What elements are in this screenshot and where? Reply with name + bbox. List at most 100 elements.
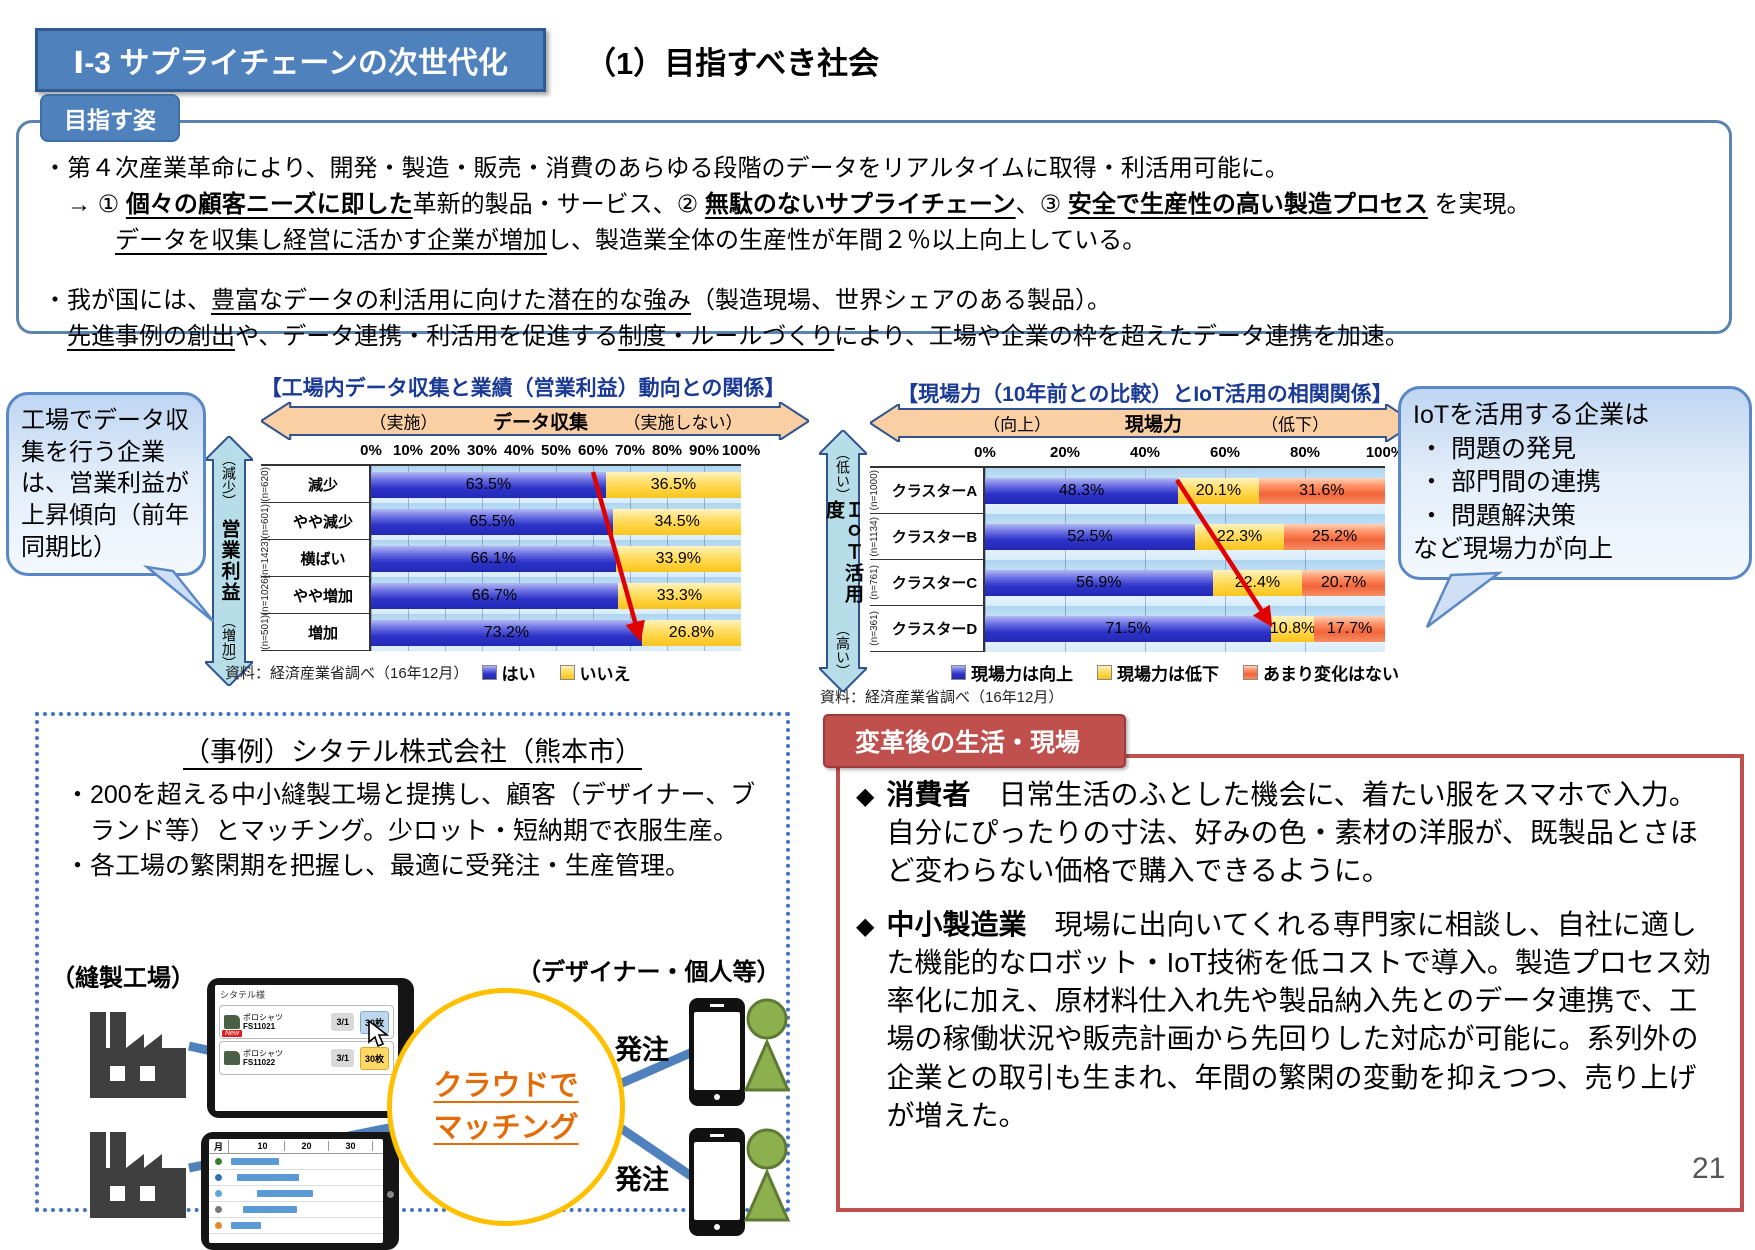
bar-track: 65.5% 34.5% — [371, 503, 741, 540]
legend-swatch — [951, 665, 966, 680]
row-label: (n=1423) 横ばい — [260, 538, 371, 578]
goal-tag: 目指す姿 — [40, 94, 180, 142]
goal-line: 先進事例の創出や、データ連携・利活用を促進する制度・ルールづくりにより、工場や企… — [43, 319, 1705, 355]
bar-segment: 33.9% — [615, 545, 741, 572]
after-item-body: 現場に出向いてくれる専門家に相談し、自社に適した機能的なロボット・IoT技術を低… — [886, 909, 1711, 1131]
chart-row: (n=620) 減少 63.5% 36.5% — [260, 466, 741, 503]
smartphone-icon — [689, 998, 745, 1106]
bar-value-label: 31.6% — [1299, 482, 1345, 499]
goal-text-segment: データを収集し経営に活かす企業が増加 — [115, 227, 547, 254]
axis-tick-label: 100% — [721, 442, 761, 459]
product-name: ポロシャツ — [243, 1048, 283, 1058]
axis-tick-label: 40% — [503, 442, 535, 459]
category-label: やや増加 — [292, 587, 353, 605]
row-label: (n=501) 増加 — [260, 614, 371, 651]
sample-size-label: (n=361) — [869, 611, 880, 646]
gantt-row — [209, 1202, 383, 1218]
row-label: (n=601) やや減少 — [260, 503, 371, 540]
case-bullet: ・各工場の繁閑期を把握し、最適に受発注・生産管理。 — [65, 852, 691, 880]
sample-size-label: (n=761) — [869, 565, 880, 600]
bar-segment: 66.7% — [371, 582, 618, 609]
gantt-rows — [209, 1154, 383, 1234]
gantt-bar — [231, 1158, 279, 1165]
bar-segment: 33.3% — [617, 582, 741, 609]
goal-text-segment: や、データ連携・利活用を促進する — [235, 323, 619, 350]
cloud-text-line1: クラウドで — [433, 1069, 579, 1102]
category-label: クラスターC — [891, 575, 978, 592]
after-item: ◆ 消費者 日常生活のふとした機会に、着たい服をスマホで入力。自分にぴったりの寸法… — [856, 776, 1722, 890]
bar-segment: 52.5% — [985, 524, 1195, 550]
bar-value-label: 22.3% — [1216, 528, 1263, 545]
row-label: (n=361) クラスターD — [869, 606, 985, 652]
chart-row: (n=501) 増加 73.2% 26.8% — [260, 614, 741, 651]
date-button: 3/1 — [331, 1049, 354, 1067]
goal-text-segment — [43, 227, 115, 254]
bar-segment: 65.5% — [371, 508, 614, 535]
gantt-row — [209, 1186, 383, 1202]
callout-tail — [142, 565, 214, 623]
bar-segment: 63.5% — [371, 471, 606, 498]
new-badge: New — [222, 1030, 243, 1037]
after-item-body: 日常生活のふとした機会に、着たい服をスマホで入力。自分にぴったりの寸法、好みの色… — [886, 779, 1698, 887]
bar-track: 66.7% 33.3% — [371, 577, 741, 614]
order-label: 発注 — [615, 1035, 669, 1065]
chart-legend: はい いいえ — [371, 660, 741, 685]
vertical-axis-arrow-iot-usage: （低い） ＩｏＴ活用度 （高い） — [819, 430, 867, 692]
axis-tick-label: 70% — [614, 442, 646, 459]
after-transformation-header: 変革後の生活・現場 — [823, 714, 1127, 768]
axis-tick-label: 80% — [1289, 444, 1321, 461]
goal-line: ・第４次産業革命により、開発・製造・販売・消費のあらゆる段階のデータをリアルタイ… — [43, 151, 1705, 187]
x-axis-ticks: 0% 20% 40% 60% 80% 100% — [974, 444, 1404, 464]
tablet-camera-dot — [387, 1191, 394, 1198]
gantt-person-dot — [215, 1174, 222, 1181]
legend-swatch — [1243, 665, 1258, 680]
callout-tail — [1425, 571, 1503, 628]
tablet-schedule-gantt: 月 10 20 30 — [201, 1132, 399, 1250]
gantt-person-dot — [215, 1190, 222, 1197]
bar-value-label: 56.9% — [1076, 574, 1122, 591]
date-button: 3/1 — [331, 1013, 354, 1031]
bar-track: 71.5% 10.8% 17.7% — [985, 606, 1385, 652]
category-label: やや減少 — [292, 513, 353, 531]
bar-segment: 26.8% — [641, 619, 741, 646]
legend-item: あまり変化はない — [1243, 660, 1399, 685]
order-item-text: ポロシャツ FS11022 — [243, 1049, 283, 1067]
bar-plot-area: (n=620) 減少 63.5% 36.5% (n=601) やや減少 65.5% 34.5%… — [260, 464, 741, 651]
legend-swatch — [559, 665, 575, 680]
sample-size-label: (n=601) — [260, 503, 271, 539]
chart-genbaryoku-vs-iot: 【現場力（10年前との比較）とIoT活用の相関関係】 （向上） 現場力 （低下）… — [815, 378, 1450, 713]
after-item-title: 消費者 — [886, 779, 971, 810]
chart-data-collection-vs-profit: 【工場内データ収集と業績（営業利益）動向との関係】 （実施） データ収集 （実施… — [203, 372, 818, 707]
factory-icon — [90, 1012, 186, 1098]
banner-arrow-data-collection: （実施） データ収集 （実施しない） — [261, 402, 809, 440]
row-label: (n=1026) やや増加 — [260, 575, 371, 615]
gantt-header-cell: 20 — [285, 1141, 329, 1151]
vertical-axis-arrow-operating-profit: （減少） 営業利益 （増加） — [205, 436, 253, 686]
chart-title: 【現場力（10年前との比較）とIoT活用の相関関係】 — [897, 383, 1393, 406]
bar-segment: 20.7% — [1302, 570, 1385, 596]
smartphone-icon — [689, 1128, 745, 1236]
product-code: FS11021 — [243, 1022, 276, 1031]
axis-tick-label: 100% — [1365, 444, 1405, 461]
double-arrow-shape — [870, 404, 1415, 442]
category-label: クラスターA — [891, 483, 978, 500]
category-label: 横ばい — [300, 550, 346, 568]
shirt-icon — [224, 1051, 240, 1065]
case-bullet: ・200を超える中小縫製工場と提携し、顧客（デザイナー、ブランド等）とマッチング… — [65, 781, 756, 845]
vertical-double-arrow-shape — [819, 430, 867, 692]
bar-segment: 66.1% — [371, 545, 616, 572]
axis-tick-label: 50% — [540, 442, 572, 459]
bar-value-label: 48.3% — [1058, 482, 1105, 499]
chart-row: (n=1026) やや増加 66.7% 33.3% — [260, 575, 741, 615]
banner-center-label: データ収集 — [492, 412, 588, 434]
gantt-bar — [237, 1174, 299, 1181]
goal-text-segment: 安全で生産性の高い製造プロセス — [1067, 191, 1428, 218]
goal-text-segment: を実現。 — [1427, 191, 1531, 218]
axis-main-label: 営業利益 — [218, 519, 240, 603]
callout-footer: など現場力が向上 — [1413, 535, 1614, 563]
diamond-bullet-icon: ◆ — [856, 783, 875, 810]
bar-segment: 56.9% — [985, 570, 1213, 596]
after-transformation-box: ◆ 消費者 日常生活のふとした機会に、着たい服をスマホで入力。自分にぴったりの寸法… — [836, 754, 1744, 1212]
gantt-person-dot — [215, 1222, 222, 1229]
banner-center-label: 現場力 — [1124, 414, 1182, 436]
